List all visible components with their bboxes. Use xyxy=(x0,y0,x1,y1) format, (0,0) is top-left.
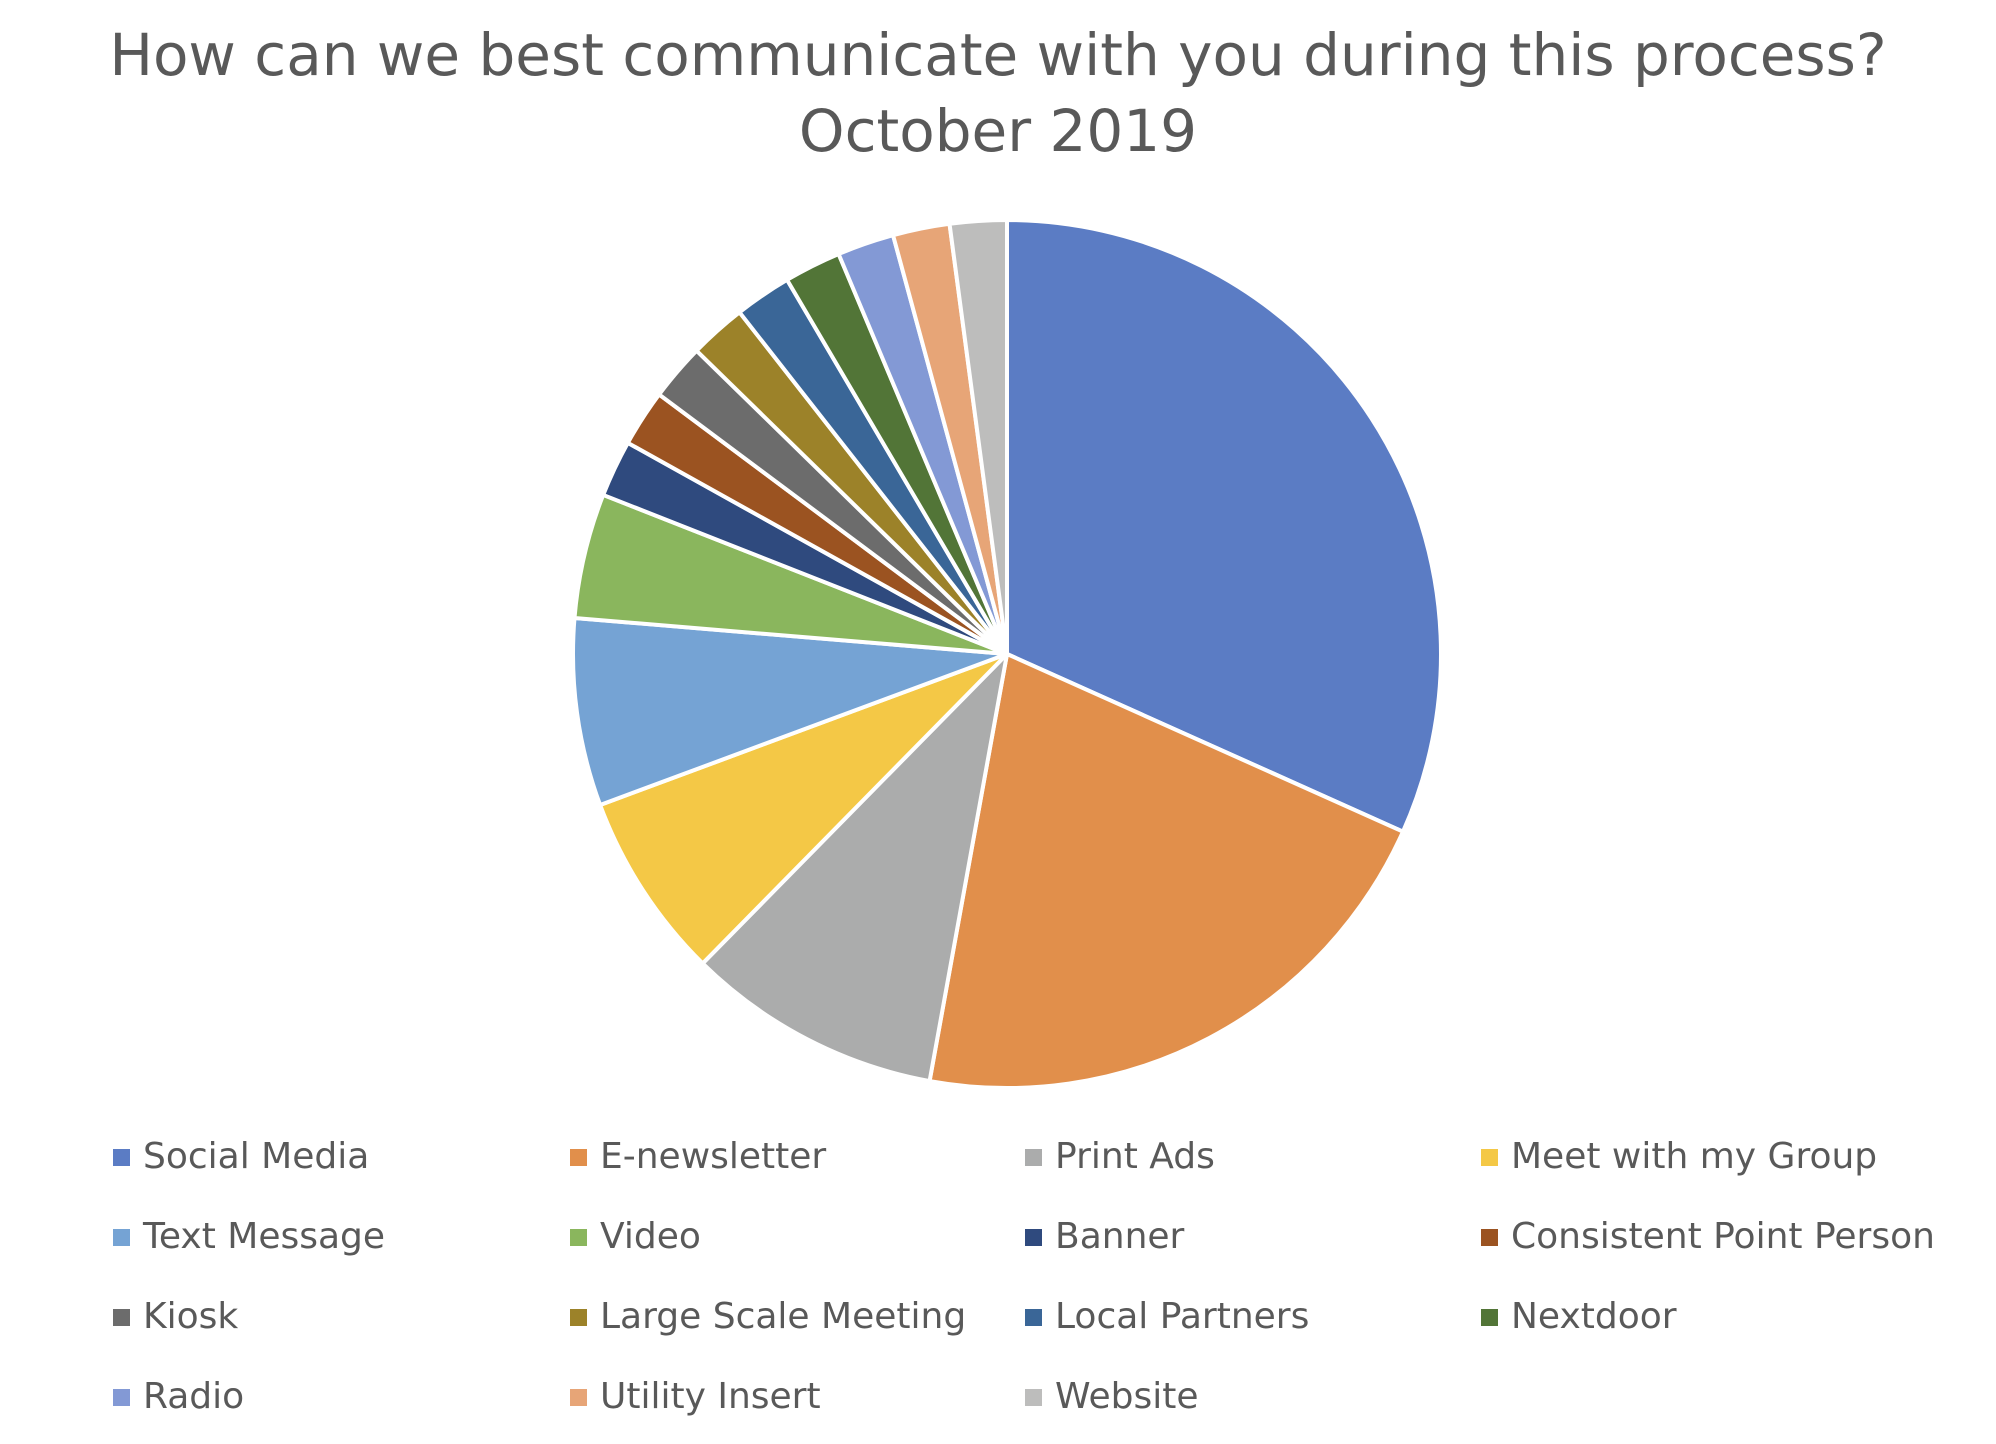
pie-slice-social-media xyxy=(1005,218,1443,834)
pie-slice-website xyxy=(947,218,1009,656)
pie-slice-e-newsletter xyxy=(927,652,1405,1090)
pie-slice-text-message xyxy=(571,616,1009,807)
pie-slice-meet-with-my-group xyxy=(598,652,1009,966)
chart-title: How can we best communicate with you dur… xyxy=(109,21,1887,89)
pie-slice-print-ads xyxy=(700,652,1009,1084)
chart-subtitle: October 2019 xyxy=(798,97,1198,165)
